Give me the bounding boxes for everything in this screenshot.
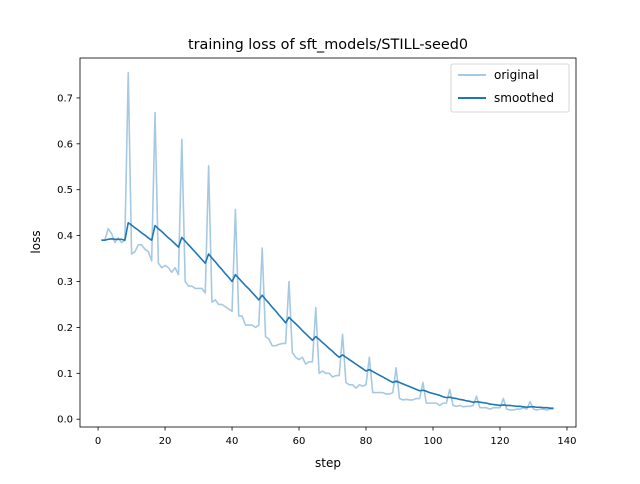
x-tick-label: 140 [557, 436, 576, 447]
y-tick-label: 0.3 [57, 277, 73, 288]
series-line-smoothed [101, 221, 554, 409]
y-tick-label: 0.6 [57, 139, 73, 150]
x-tick-label: 60 [293, 436, 306, 447]
y-axis-label: loss [29, 230, 43, 253]
y-tick-label: 0.2 [57, 323, 73, 334]
x-tick-label: 100 [423, 436, 442, 447]
x-tick-label: 0 [95, 436, 101, 447]
legend-label-smoothed: smoothed [494, 91, 554, 105]
axes-frame [79, 57, 577, 428]
y-tick-label: 0.1 [57, 369, 73, 380]
legend: original smoothed [450, 63, 570, 113]
y-tick-label: 0.0 [57, 415, 73, 426]
legend-label-original: original [494, 68, 539, 82]
x-tick-label: 40 [226, 436, 239, 447]
x-axis: 0 20 40 60 80 100 120 140 [95, 427, 577, 447]
y-axis: 0.0 0.1 0.2 0.3 0.4 0.5 0.6 0.7 [57, 93, 80, 426]
x-tick-label: 80 [360, 436, 373, 447]
x-tick-label: 20 [159, 436, 172, 447]
x-tick-label: 120 [490, 436, 509, 447]
x-axis-label: step [315, 456, 341, 470]
plot-area [101, 71, 554, 411]
y-tick-label: 0.5 [57, 185, 73, 196]
chart-title: training loss of sft_models/STILL-seed0 [188, 37, 468, 53]
y-tick-label: 0.7 [57, 93, 73, 104]
y-tick-label: 0.4 [57, 231, 73, 242]
